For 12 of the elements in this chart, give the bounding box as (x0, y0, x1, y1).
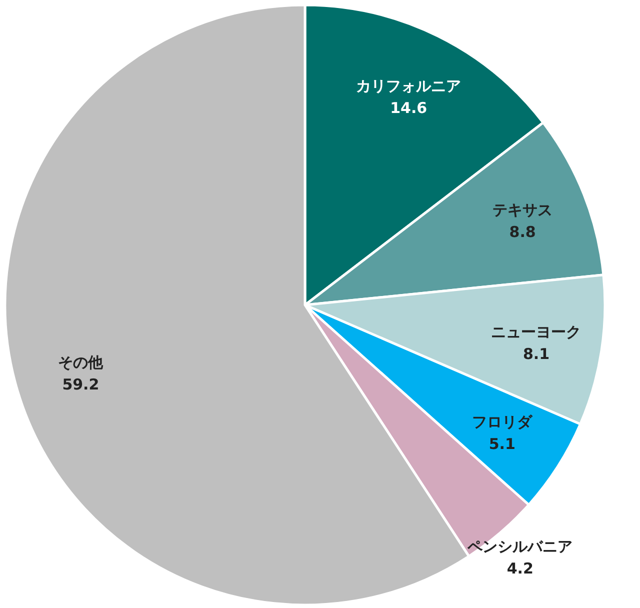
slice-label: カリフォルニア (356, 77, 462, 96)
data-label: 59.2 (62, 376, 100, 394)
data-label: 4.2 (506, 559, 534, 578)
slice-label: その他 (58, 354, 104, 372)
slice-label: ニューヨーク (491, 322, 582, 341)
slice-label: フロリダ (472, 413, 534, 432)
slice-label: テキサス (492, 200, 553, 219)
data-label: 5.1 (488, 435, 516, 454)
data-label: 8.1 (522, 344, 550, 363)
data-label: 14.6 (390, 99, 428, 118)
slice-label: ペンシルバニア (466, 537, 573, 556)
data-label: 8.8 (509, 222, 536, 241)
